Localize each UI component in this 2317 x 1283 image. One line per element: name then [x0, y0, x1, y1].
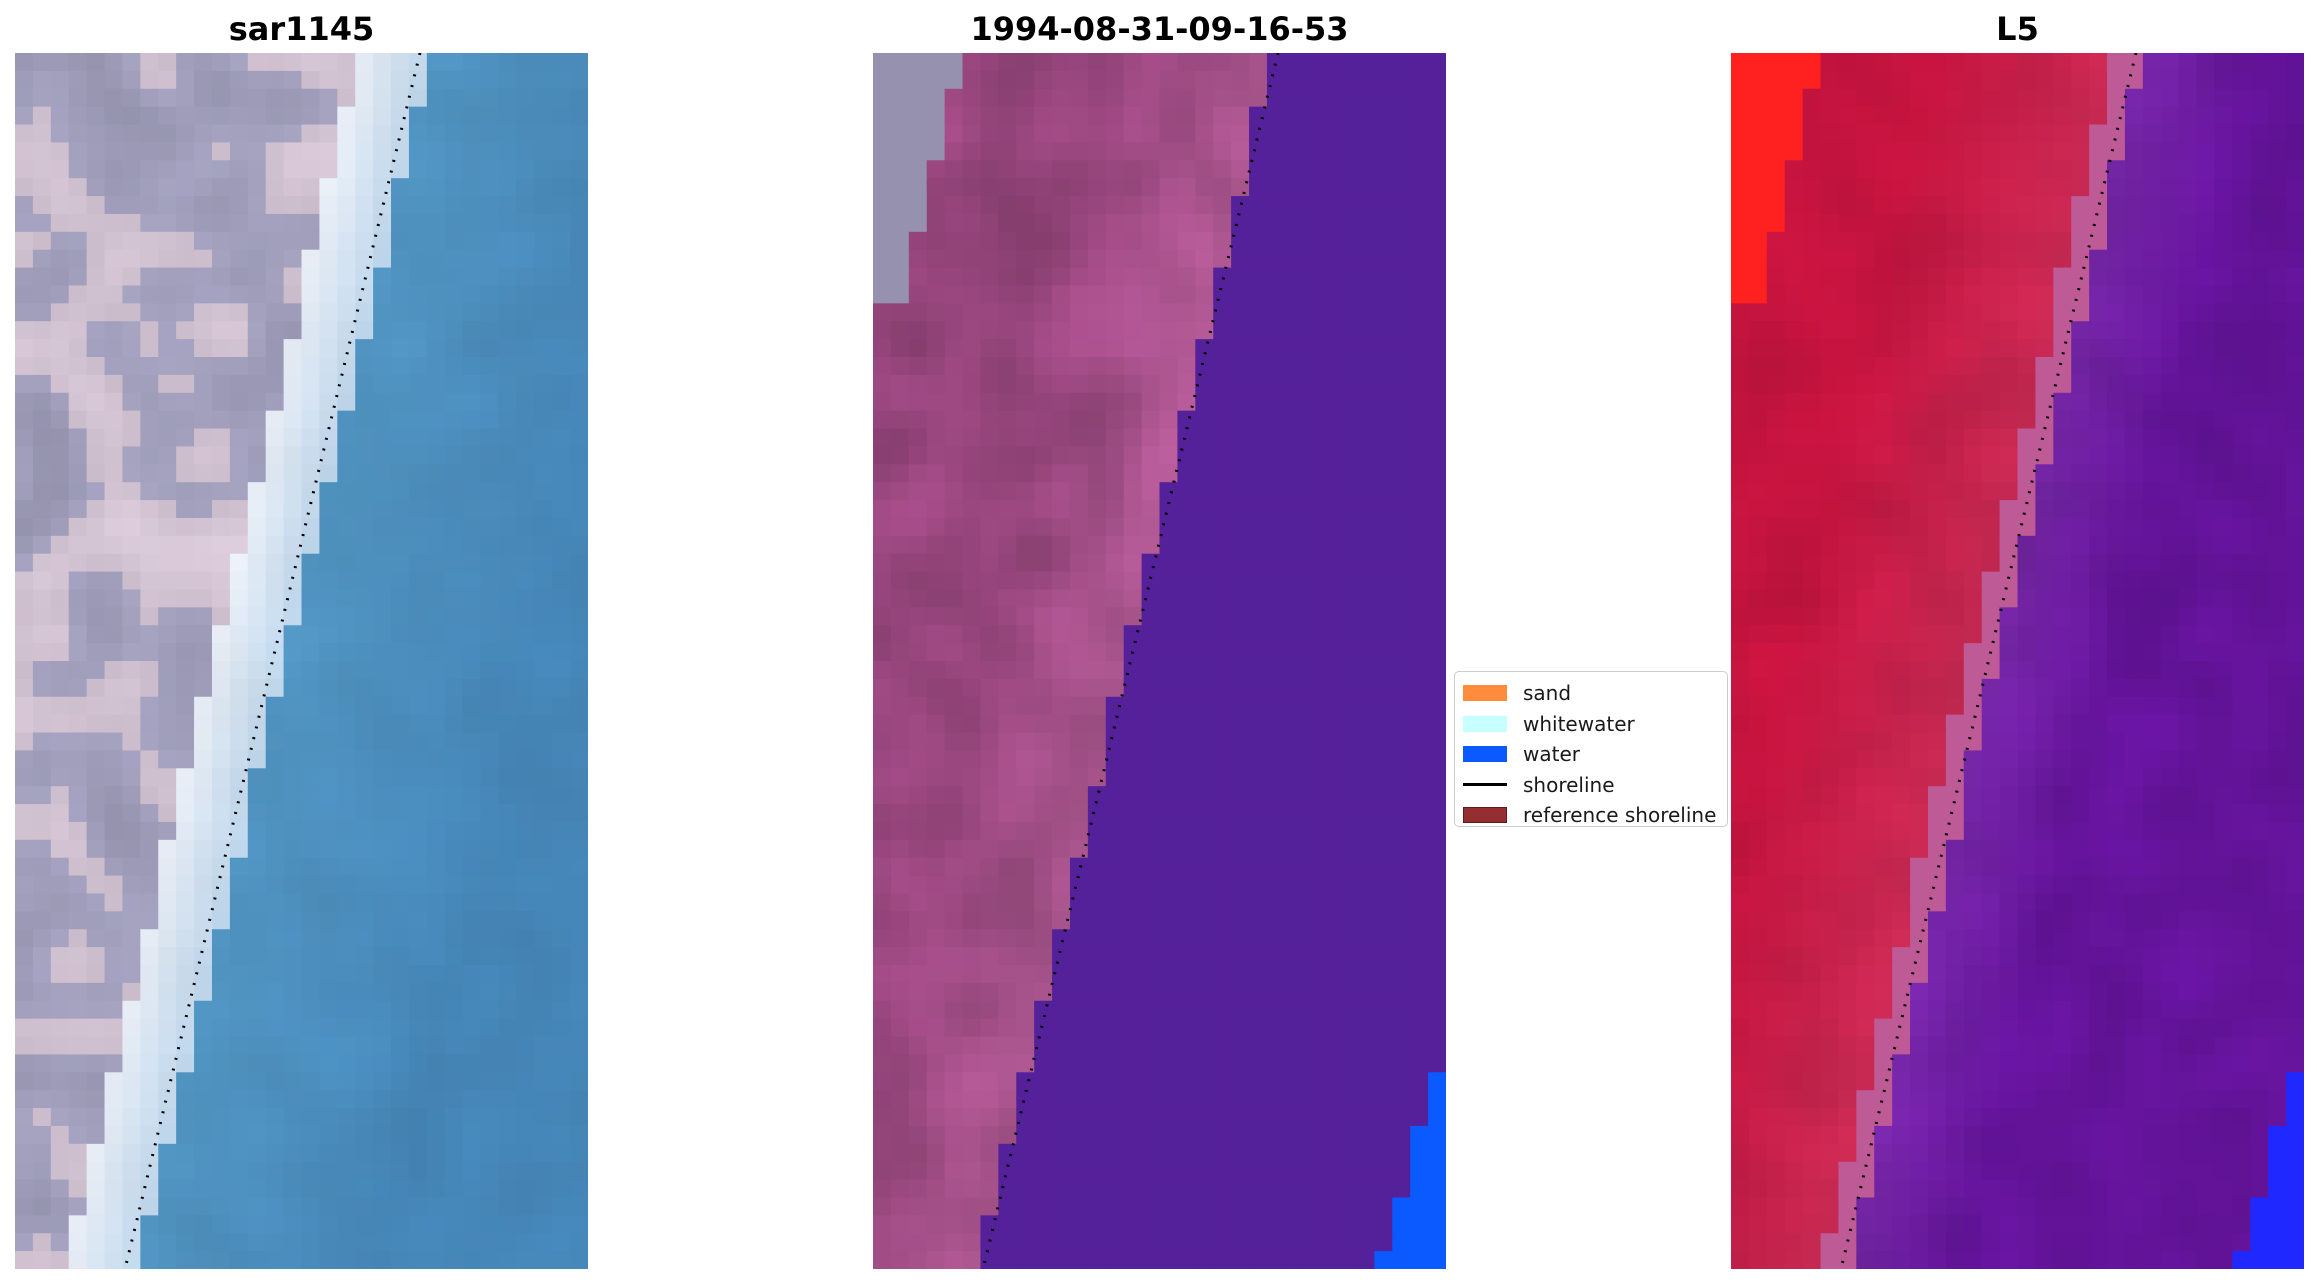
classified-image-panel	[873, 53, 1446, 1269]
legend-label: shoreline	[1523, 772, 1615, 797]
panel-title-index: L5	[1996, 10, 2039, 48]
index-image-panel	[1731, 53, 2304, 1269]
legend-label: sand	[1523, 681, 1572, 706]
panel-title-date: 1994-08-31-09-16-53	[970, 10, 1349, 48]
classified-image	[873, 53, 1446, 1269]
legend-label: water	[1523, 742, 1580, 767]
shoreline-line-icon	[1463, 783, 1507, 787]
legend-label: reference shoreline	[1523, 803, 1717, 828]
whitewater-swatch	[1463, 715, 1507, 732]
rgb-image	[15, 53, 588, 1269]
rgb-image-panel	[15, 53, 588, 1269]
water-swatch	[1463, 746, 1507, 763]
legend-item-whitewater: whitewater	[1463, 709, 1719, 740]
legend-item-reference-shoreline: reference shoreline	[1463, 800, 1719, 831]
index-image	[1731, 53, 2304, 1269]
legend-item-sand: sand	[1463, 678, 1719, 709]
legend-item-water: water	[1463, 739, 1719, 770]
sand-swatch	[1463, 685, 1507, 702]
reference-shoreline-swatch	[1463, 807, 1507, 824]
legend-label: whitewater	[1523, 711, 1635, 736]
legend: sand whitewater water shoreline referenc…	[1454, 671, 1728, 827]
panel-title-rgb: sar1145	[228, 10, 375, 48]
legend-item-shoreline: shoreline	[1463, 770, 1719, 801]
